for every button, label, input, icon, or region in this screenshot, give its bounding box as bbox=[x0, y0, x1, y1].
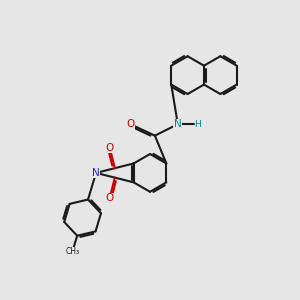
Text: CH₃: CH₃ bbox=[65, 247, 80, 256]
Text: O: O bbox=[106, 142, 114, 153]
Text: H: H bbox=[194, 120, 201, 129]
Text: O: O bbox=[106, 193, 114, 203]
Text: N: N bbox=[174, 119, 182, 129]
Text: O: O bbox=[126, 119, 134, 129]
Text: N: N bbox=[92, 168, 100, 178]
